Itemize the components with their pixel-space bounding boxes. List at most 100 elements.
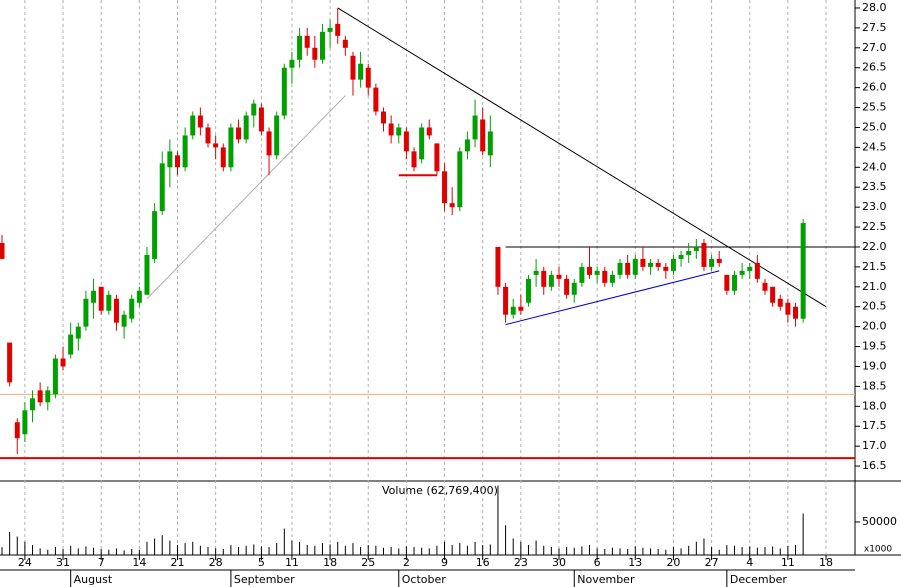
candle-body (403, 131, 409, 152)
x-tick-label: 18 (323, 556, 337, 569)
candle-body (503, 286, 509, 315)
candle-body (709, 258, 715, 267)
x-tick-label: 23 (514, 556, 528, 569)
y-tick-label: 27.5 (862, 21, 887, 34)
candle-body (190, 115, 196, 136)
candle-body (289, 59, 295, 68)
candle-body (98, 286, 104, 311)
candle-body (670, 258, 676, 271)
y-tick-label: 17.0 (862, 439, 887, 452)
candle-body (113, 298, 119, 323)
candle-body (14, 422, 20, 439)
x-tick-label: 6 (594, 556, 601, 569)
candle-body (197, 115, 203, 128)
candle-body (602, 270, 608, 283)
x-tick-label: 30 (552, 556, 566, 569)
candle-body (45, 390, 51, 403)
x-tick-label: 20 (666, 556, 680, 569)
x-tick-label: 25 (361, 556, 375, 569)
candle-body (236, 127, 242, 140)
candle-body (136, 290, 142, 303)
candle-body (129, 298, 135, 319)
candle-body (52, 358, 58, 395)
candle-body (373, 87, 379, 112)
y-tick-label: 25.5 (862, 101, 887, 114)
candle-body (701, 242, 707, 267)
candle-body (304, 35, 310, 48)
x-tick-label: 16 (476, 556, 490, 569)
candle-body (30, 398, 36, 411)
candle-body (518, 306, 524, 311)
x-tick-label: 13 (628, 556, 642, 569)
y-tick-label: 21.0 (862, 280, 887, 293)
x-tick-label: 11 (285, 556, 299, 569)
candle-body (739, 270, 745, 275)
candle-body (121, 314, 127, 327)
candle-body (152, 211, 158, 259)
candle-body (548, 274, 554, 287)
candle-body (449, 203, 455, 208)
x-tick-label: 11 (781, 556, 795, 569)
candle-body (342, 39, 348, 48)
candle-body (556, 274, 562, 279)
y-tick-label: 22.0 (862, 240, 887, 253)
candle-body (693, 246, 699, 251)
x-tick-label: 4 (746, 556, 753, 569)
candle-body (281, 67, 287, 116)
candle-body (60, 358, 66, 367)
candle-body (793, 306, 799, 319)
x-tick-label: 28 (209, 556, 223, 569)
candle-body (426, 127, 432, 136)
y-tick-label: 24.0 (862, 160, 887, 173)
month-label: October (402, 573, 446, 586)
candle-body (174, 155, 180, 168)
candle-body (396, 127, 402, 136)
candle-body (335, 23, 341, 36)
candle-body (747, 266, 753, 271)
candle-body (457, 151, 463, 208)
candle-body (564, 278, 570, 295)
candle-body (159, 163, 165, 212)
volume-unit: x1000 (864, 545, 893, 555)
y-tick-label: 26.0 (862, 81, 887, 94)
candle-body (587, 266, 593, 275)
y-tick-label: 19.0 (862, 359, 887, 372)
candle-body (0, 242, 5, 259)
candle-body (487, 131, 493, 156)
candle-body (594, 270, 600, 275)
candle-body (632, 258, 638, 275)
candle-body (228, 127, 234, 168)
candle-body (167, 151, 173, 168)
candle-body (754, 262, 760, 279)
month-label: September (234, 573, 295, 586)
candle-body (724, 274, 730, 291)
candle-body (144, 254, 150, 295)
y-tick-label: 24.5 (862, 140, 887, 153)
y-tick-label: 50000 (862, 515, 897, 528)
x-tick-label: 14 (132, 556, 146, 569)
trendline (146, 95, 346, 300)
x-tick-label: 24 (18, 556, 32, 569)
candle-body (266, 131, 272, 156)
y-tick-label: 16.5 (862, 459, 887, 472)
candle-body (663, 266, 669, 271)
volume-title: Volume (62,769,400) (382, 484, 498, 497)
y-tick-label: 25.0 (862, 120, 887, 133)
candle-body (388, 123, 394, 136)
candle-body (358, 63, 364, 80)
candle-body (22, 410, 28, 435)
y-tick-label: 19.5 (862, 340, 887, 353)
trendline (505, 270, 720, 326)
candle-body (731, 274, 737, 291)
candle-body (83, 298, 89, 327)
y-tick-label: 21.5 (862, 260, 887, 273)
x-tick-label: 27 (705, 556, 719, 569)
candle-body (472, 115, 478, 140)
candle-body (525, 278, 531, 303)
candle-body (770, 286, 776, 303)
y-tick-label: 28.0 (862, 1, 887, 14)
candle-body (640, 258, 646, 267)
y-tick-label: 18.0 (862, 399, 887, 412)
